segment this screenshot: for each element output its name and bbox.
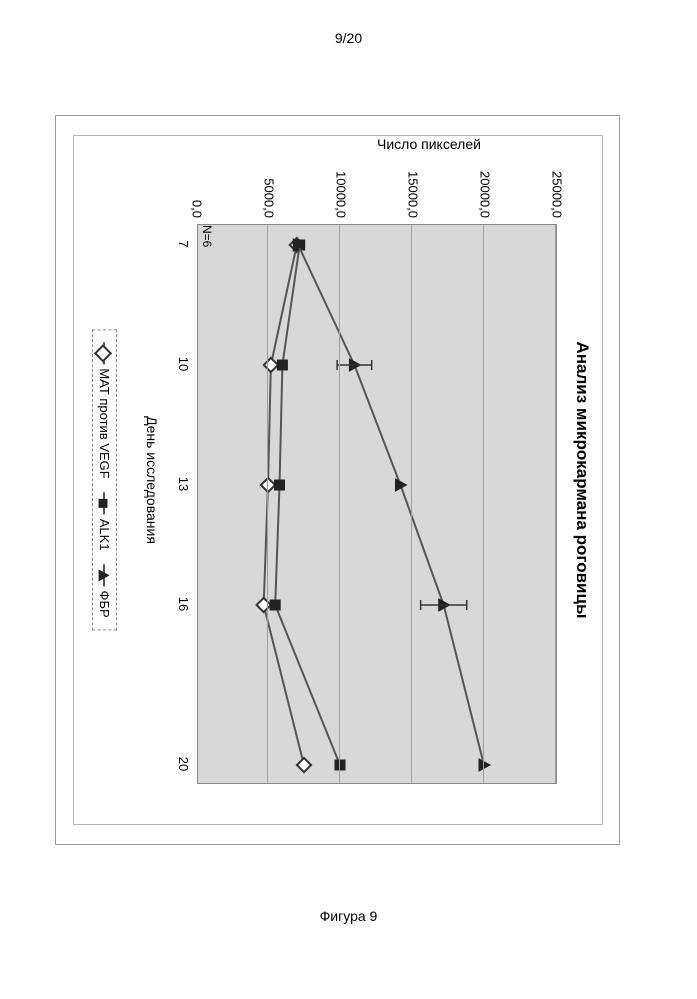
x-tick-label: 16 — [176, 597, 191, 611]
chart-title: Анализ микрокармана роговицы — [572, 136, 592, 824]
y-tick-label: 25000,0 — [549, 166, 564, 218]
y-tick-label: 0,0 — [189, 166, 204, 218]
square-icon — [99, 499, 108, 508]
chart-svg — [198, 225, 556, 783]
legend-item-alk1: ALK1 — [97, 493, 112, 551]
legend-label: МАТ против VEGF — [97, 368, 112, 478]
gridline — [339, 225, 340, 783]
diamond-icon — [94, 344, 112, 362]
y-tick-label: 10000,0 — [333, 166, 348, 218]
x-tick-label: 7 — [176, 240, 191, 247]
chart-box: Анализ микрокармана роговицы Число пиксе… — [73, 135, 603, 825]
x-axis-label: День исследования — [144, 136, 160, 824]
y-tick-label: 20000,0 — [477, 166, 492, 218]
legend: МАТ против VEGF ALK1 ФБР — [92, 329, 117, 630]
x-tick-label: 20 — [176, 757, 191, 771]
figure-frame: Анализ микрокармана роговицы Число пиксе… — [55, 115, 620, 845]
sample-size-label: N=6 — [200, 225, 214, 247]
x-tick-label: 10 — [176, 357, 191, 371]
gridline — [483, 225, 484, 783]
y-tick-label: 5000,0 — [261, 166, 276, 218]
x-tick-label: 13 — [176, 477, 191, 491]
legend-label: ФБР — [97, 591, 112, 618]
legend-label: ALK1 — [97, 519, 112, 551]
y-tick-label: 15000,0 — [405, 166, 420, 218]
figure-caption: Фигура 9 — [0, 908, 697, 924]
page-number: 9/20 — [0, 30, 697, 46]
y-axis-label: Число пикселей — [377, 136, 481, 152]
page: 9/20 Анализ микрокармана роговицы Число … — [0, 0, 697, 999]
legend-item-vegf: МАТ против VEGF — [97, 342, 112, 478]
plot-area: N=6 — [197, 224, 557, 784]
triangle-icon — [99, 570, 110, 582]
legend-item-fbr: ФБР — [97, 565, 112, 618]
gridline — [267, 225, 268, 783]
gridline — [555, 225, 556, 783]
gridline — [411, 225, 412, 783]
